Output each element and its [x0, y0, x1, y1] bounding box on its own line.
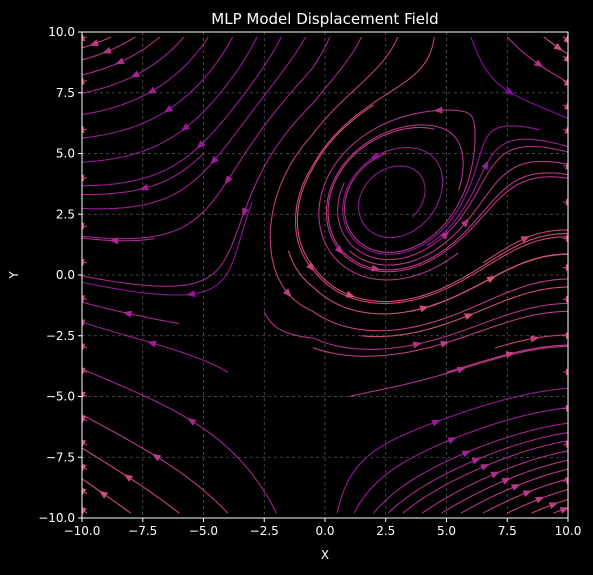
y-tick-label: −5.0 [46, 390, 75, 404]
x-tick-label: 7.5 [498, 524, 517, 538]
x-tick-label: −10.0 [64, 524, 101, 538]
y-tick-label: 0.0 [56, 268, 75, 282]
x-axis-ticks: −10.0 −7.5 −5.0 −2.5 0.0 2.5 5.0 7.5 10.0 [64, 518, 582, 538]
stream-arrow [566, 296, 575, 303]
stream-arrow [566, 368, 575, 375]
stream-arrow [566, 264, 575, 271]
y-tick-label: −7.5 [46, 450, 75, 464]
stream-arrow [75, 174, 84, 181]
y-tick-label: −10.0 [38, 511, 75, 525]
x-axis-label: X [321, 548, 329, 562]
y-axis-ticks: −10.0 −7.5 −5.0 −2.5 0.0 2.5 5.0 7.5 10.0 [38, 25, 82, 525]
stream-arrow [566, 235, 575, 242]
x-tick-label: 10.0 [555, 524, 582, 538]
streamline [563, 372, 575, 373]
y-tick-label: −2.5 [46, 329, 75, 343]
chart-title: MLP Model Displacement Field [211, 10, 438, 28]
x-tick-label: −5.0 [189, 524, 218, 538]
x-tick-label: −7.5 [128, 524, 157, 538]
y-axis-label: Y [7, 271, 21, 280]
stream-arrow [566, 332, 575, 339]
y-tick-label: 10.0 [48, 25, 75, 39]
x-tick-label: −2.5 [250, 524, 279, 538]
y-tick-label: 5.0 [56, 147, 75, 161]
x-tick-label: 5.0 [437, 524, 456, 538]
y-tick-label: 2.5 [56, 207, 75, 221]
y-tick-label: 7.5 [56, 86, 75, 100]
x-tick-label: 0.0 [315, 524, 334, 538]
x-tick-label: 2.5 [376, 524, 395, 538]
